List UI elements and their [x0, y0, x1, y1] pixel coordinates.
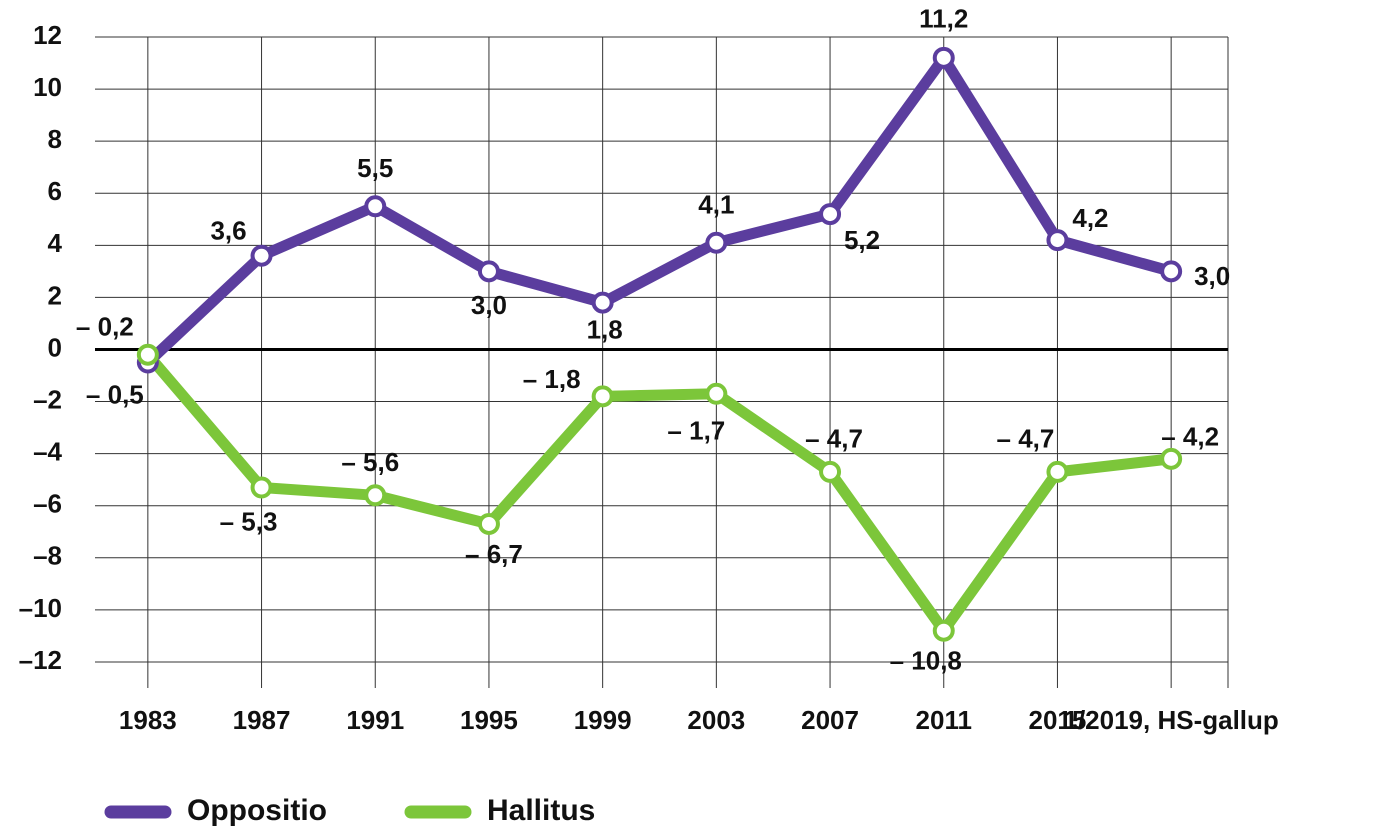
- value-label: – 0,2: [76, 312, 134, 342]
- x-tick-label: 1991: [346, 705, 404, 735]
- series-line: [144, 52, 1173, 367]
- point-marker: [364, 195, 387, 218]
- value-label: 5,2: [844, 225, 880, 255]
- point-marker: [819, 460, 842, 483]
- value-label: 4,2: [1072, 203, 1108, 233]
- value-label: – 4,7: [805, 424, 863, 454]
- value-label: – 5,3: [220, 506, 278, 536]
- point-marker: [1046, 229, 1069, 252]
- point-marker: [250, 476, 273, 499]
- x-tick-label: 1999: [574, 705, 632, 735]
- value-label: 4,1: [698, 190, 734, 220]
- y-tick-label: –6: [33, 489, 62, 519]
- y-tick-label: 8: [48, 124, 62, 154]
- point-marker: [1046, 460, 1069, 483]
- y-tick-label: 2: [48, 280, 62, 310]
- point-marker: [477, 260, 500, 283]
- point-marker: [705, 231, 728, 254]
- y-tick-label: 6: [48, 176, 62, 206]
- point-marker: [932, 619, 955, 642]
- value-label: 11,2: [919, 4, 968, 34]
- point-marker: [705, 382, 728, 405]
- point-marker: [136, 343, 159, 366]
- point-marker: [819, 203, 842, 226]
- point-marker: [477, 512, 500, 535]
- y-tick-label: 10: [33, 72, 62, 102]
- point-marker: [1160, 260, 1183, 283]
- value-label: 3,0: [471, 290, 507, 320]
- x-tick-label: 2011: [916, 705, 972, 735]
- x-tick-label: 2015: [1029, 705, 1087, 735]
- y-tick-label: 0: [48, 332, 62, 362]
- x-tick-label: 1983: [119, 705, 177, 735]
- value-label: – 5,6: [341, 447, 399, 477]
- value-label: 3,0: [1194, 261, 1230, 291]
- point-marker: [591, 385, 614, 408]
- legend-label: Hallitus: [487, 794, 595, 827]
- point-marker: [364, 484, 387, 507]
- point-marker: [591, 291, 614, 314]
- value-label: – 1,8: [523, 364, 581, 394]
- value-label: 5,5: [357, 153, 393, 183]
- value-label: – 4,2: [1161, 422, 1219, 452]
- y-tick-label: –4: [33, 437, 62, 467]
- y-tick-label: –10: [19, 593, 62, 623]
- value-label: – 1,7: [667, 416, 725, 446]
- legend-label: Oppositio: [187, 794, 327, 827]
- x-tick-label: 1987: [233, 705, 291, 735]
- x-tick-label: 1995: [460, 705, 518, 735]
- value-label: – 4,7: [997, 424, 1055, 454]
- value-label: – 10,8: [890, 646, 962, 676]
- point-marker: [932, 46, 955, 69]
- point-marker: [1160, 447, 1183, 470]
- y-tick-label: –8: [33, 541, 62, 571]
- x-tick-label: 2003: [687, 705, 745, 735]
- value-label: 3,6: [210, 216, 246, 246]
- y-tick-label: 12: [33, 20, 62, 50]
- series-line: [143, 351, 1172, 637]
- point-marker: [250, 244, 273, 267]
- value-label: 1,8: [587, 314, 623, 344]
- value-label: – 6,7: [465, 539, 523, 569]
- y-tick-label: 4: [48, 228, 63, 258]
- x-tick-label: 1/2019, HS-gallup: [1063, 705, 1278, 735]
- x-tick-label: 2007: [801, 705, 859, 735]
- y-tick-label: –2: [33, 384, 62, 414]
- value-label: – 0,5: [86, 379, 144, 409]
- y-tick-label: –12: [19, 645, 62, 675]
